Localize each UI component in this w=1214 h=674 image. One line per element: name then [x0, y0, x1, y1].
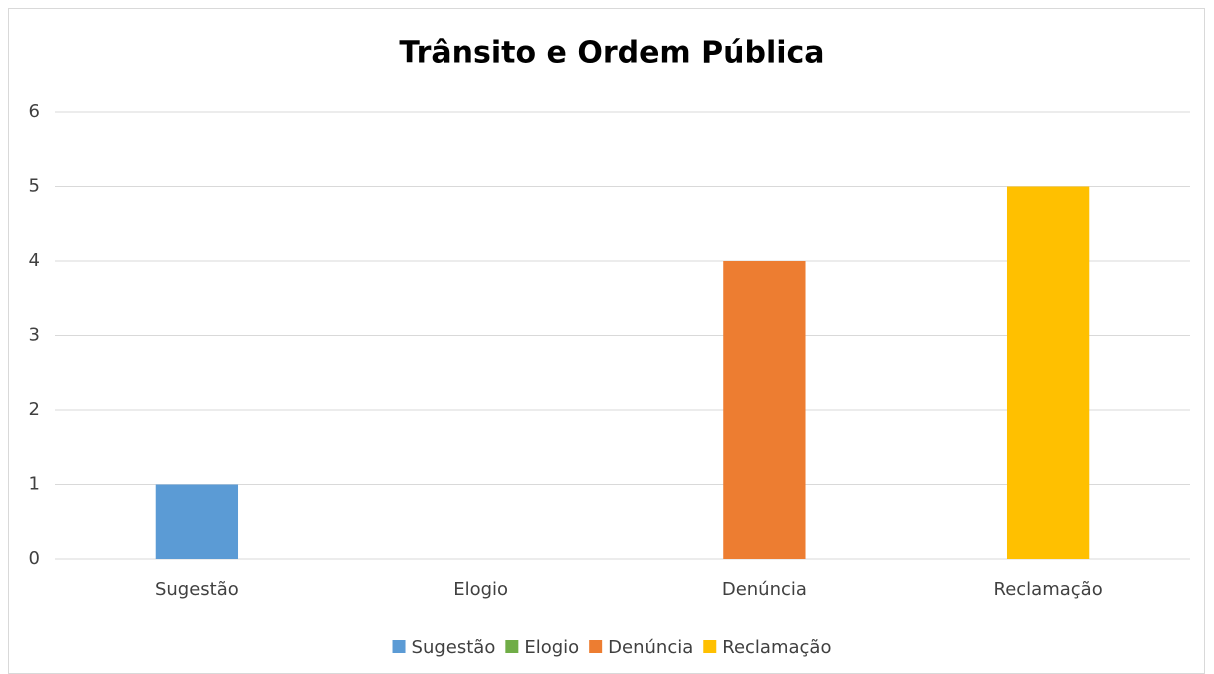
- y-tick-label: 3: [29, 325, 40, 346]
- x-tick-label: Elogio: [453, 579, 508, 600]
- chart-frame: [8, 8, 1205, 674]
- bar: [1006, 186, 1090, 559]
- y-tick-label: 4: [29, 250, 40, 271]
- x-tick-label: Reclamação: [994, 579, 1103, 600]
- legend-label: Sugestão: [412, 637, 496, 658]
- x-tick-label: Denúncia: [722, 579, 807, 600]
- y-tick-label: 2: [29, 399, 40, 420]
- legend-label: Denúncia: [608, 637, 693, 658]
- chart-title: Trânsito e Ordem Pública: [399, 36, 824, 71]
- y-tick-label: 5: [29, 176, 40, 197]
- legend-swatch: [392, 640, 406, 653]
- legend-label: Reclamação: [722, 637, 831, 658]
- y-tick-label: 1: [29, 474, 40, 495]
- bar: [155, 484, 239, 559]
- legend-swatch: [505, 640, 519, 653]
- bar: [723, 261, 806, 559]
- y-tick-label: 0: [29, 548, 40, 569]
- x-tick-label: Sugestão: [155, 579, 239, 600]
- legend-label: Elogio: [524, 637, 579, 658]
- legend-swatch: [703, 640, 717, 653]
- legend-swatch: [589, 640, 603, 653]
- y-tick-label: 6: [29, 101, 40, 122]
